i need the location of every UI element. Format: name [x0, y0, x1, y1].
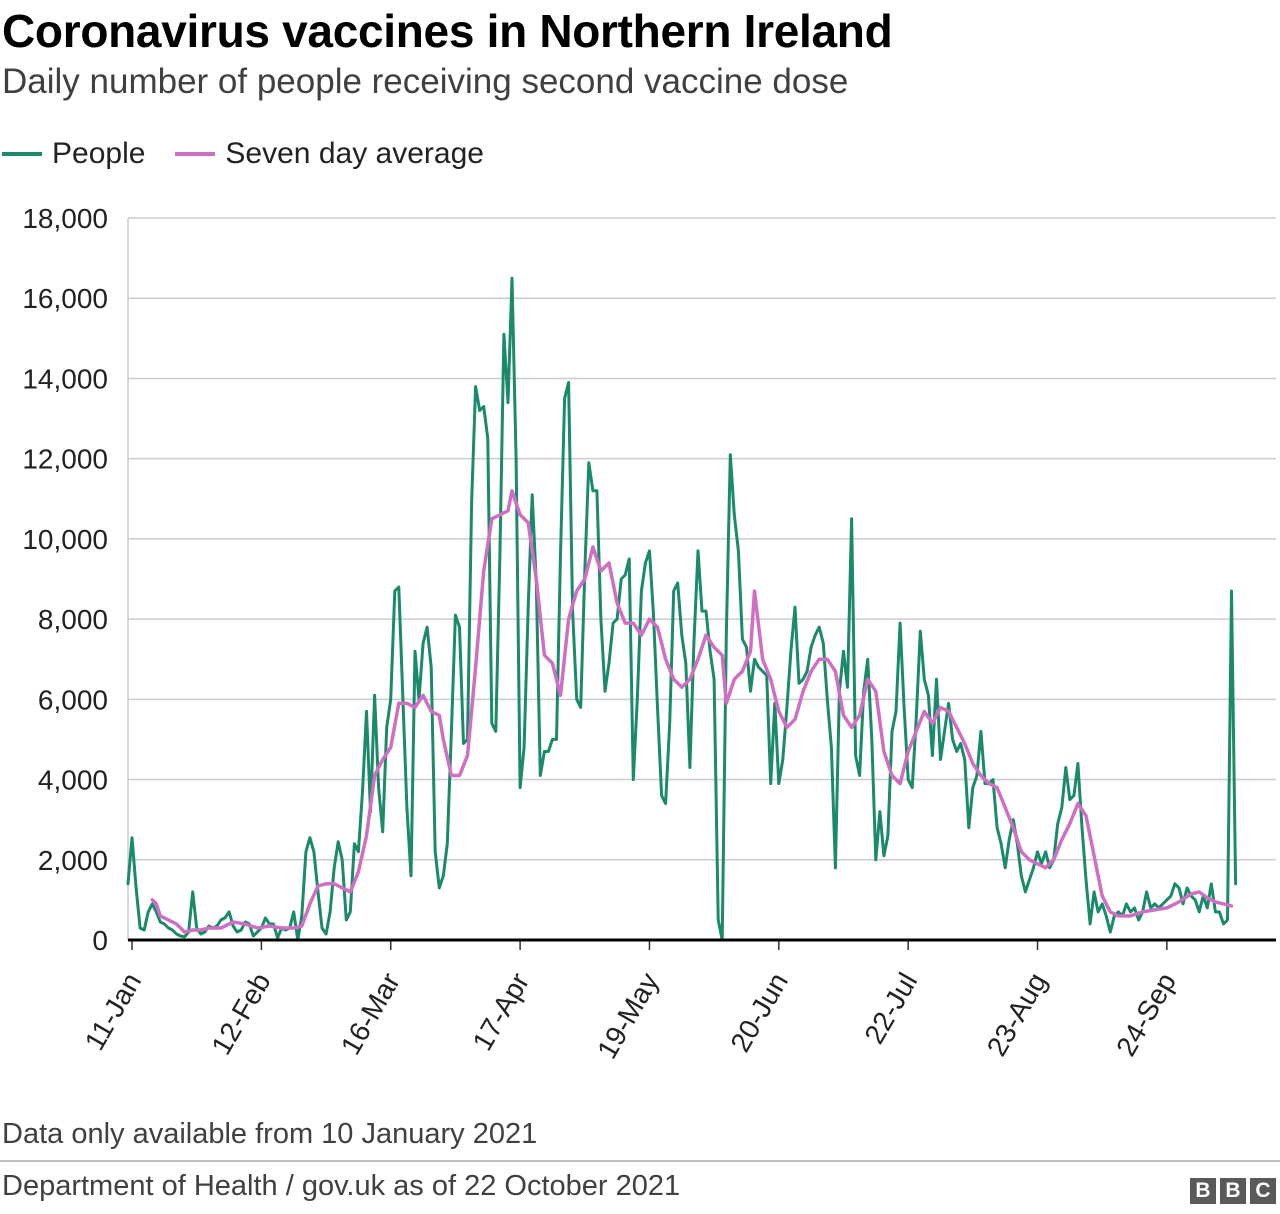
legend-label-people: People — [52, 137, 146, 170]
y-tick-label: 2,000 — [38, 845, 108, 876]
bbc-logo: B B C — [1190, 1178, 1276, 1204]
y-tick-label: 8,000 — [38, 604, 108, 635]
y-tick-label: 14,000 — [22, 363, 108, 394]
x-tick-label: 22-Jul — [858, 968, 923, 1050]
legend-item-people: People — [2, 137, 145, 171]
y-tick-label: 4,000 — [38, 765, 108, 796]
line-chart: 0 2,000 4,000 6,000 8,000 10,000 12,000 14,000 1… — [22, 203, 1276, 1064]
series-line-seven-day-average — [150, 489, 1234, 934]
bbc-logo-letter: C — [1250, 1178, 1276, 1204]
x-tick-label: 24-Sep — [1110, 968, 1182, 1062]
legend-label-seven-day-average: Seven day average — [225, 137, 484, 170]
footer-divider — [0, 1160, 1280, 1162]
x-tick-label: 11-Jan — [79, 968, 148, 1056]
chart-source: Department of Health / gov.uk as of 22 O… — [2, 1170, 681, 1202]
series-line-people — [126, 276, 1238, 942]
y-tick-label: 16,000 — [22, 283, 108, 314]
legend-swatch-people — [2, 152, 42, 156]
x-tick-label: 16-Mar — [335, 968, 406, 1060]
x-tick-label: 23-Aug — [981, 968, 1053, 1062]
legend-swatch-seven-day-average — [175, 152, 216, 156]
x-tick-label: 17-Apr — [466, 968, 535, 1056]
chart-footnote: Data only available from 10 January 2021 — [2, 1118, 538, 1150]
chart-subtitle: Daily number of people receiving second … — [2, 62, 849, 101]
bbc-logo-letter: B — [1220, 1178, 1246, 1204]
y-tick-label: 18,000 — [22, 203, 108, 234]
x-tick-label: 20-Jun — [724, 968, 794, 1058]
chart-legend: People Seven day average — [2, 132, 514, 176]
legend-item-seven-day-average: Seven day average — [175, 137, 484, 171]
bbc-logo-letter: B — [1190, 1178, 1216, 1204]
y-tick-label: 6,000 — [38, 684, 108, 715]
y-tick-label: 0 — [92, 925, 108, 956]
y-tick-label: 12,000 — [22, 444, 108, 475]
x-tick-label: 19-May — [591, 968, 665, 1064]
x-tick-label: 12-Feb — [205, 968, 276, 1060]
chart-title: Coronavirus vaccines in Northern Ireland — [2, 5, 893, 57]
y-tick-label: 10,000 — [22, 524, 108, 555]
